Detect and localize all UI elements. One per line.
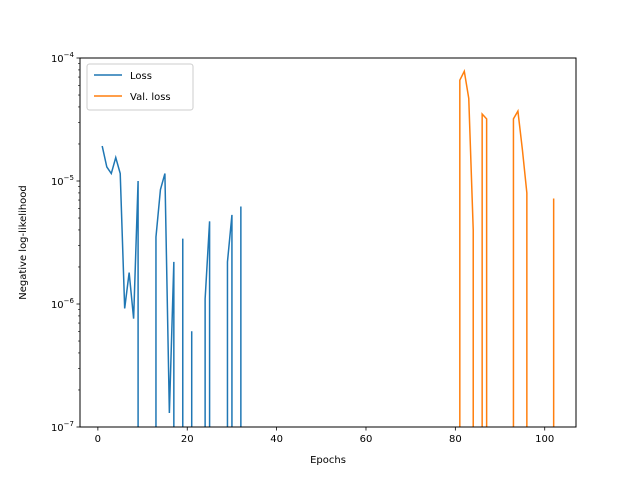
y-tick-exponent: −4 [64, 51, 75, 59]
y-axis-label: Negative log-likelihood [18, 185, 29, 300]
y-tick-label: 10−4 [51, 51, 75, 65]
plot-frame [79, 57, 577, 428]
y-tick-base: 10 [51, 423, 64, 434]
series-line-loss [101, 145, 242, 427]
x-axis-ticks: 0 20 40 60 80 100 [95, 427, 554, 445]
x-tick-label: 60 [360, 434, 373, 445]
y-tick-base: 10 [51, 54, 64, 65]
y-tick-exponent: −6 [64, 297, 75, 305]
y-tick-base: 10 [51, 177, 64, 188]
legend-label-loss: Loss [130, 71, 152, 82]
plot-lines [101, 68, 555, 427]
x-tick-label: 0 [95, 434, 101, 445]
y-tick-label: 10−6 [51, 297, 75, 311]
x-tick-label: 80 [449, 434, 462, 445]
x-axis-label: Epochs [310, 455, 346, 466]
legend: Loss Val. loss [86, 63, 194, 111]
y-tick-label: 10−7 [51, 420, 74, 434]
x-tick-label: 20 [181, 434, 194, 445]
y-tick-label: 10−5 [51, 174, 74, 188]
x-tick-label: 100 [535, 434, 554, 445]
series-line-val-loss [459, 68, 555, 427]
y-axis-ticks: 10−710−610−510−4 [51, 51, 80, 434]
y-tick-base: 10 [51, 300, 64, 311]
y-tick-exponent: −7 [64, 420, 74, 428]
y-tick-exponent: −5 [64, 174, 74, 182]
x-tick-label: 40 [270, 434, 283, 445]
legend-label-val-loss: Val. loss [130, 92, 171, 103]
